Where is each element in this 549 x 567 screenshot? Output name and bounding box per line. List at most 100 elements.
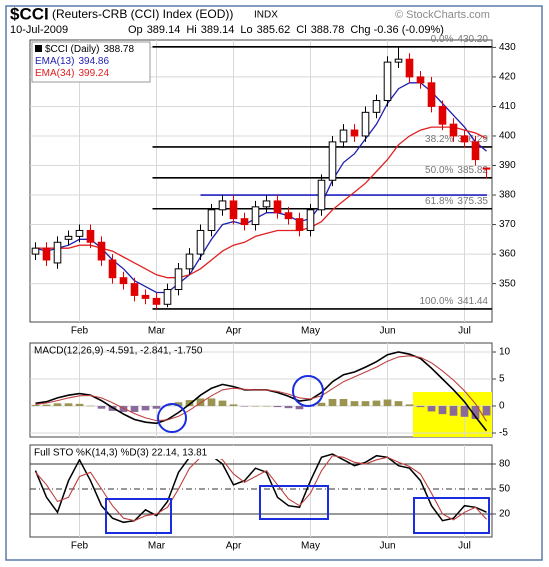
histogram-bar xyxy=(460,406,469,417)
title-bg xyxy=(31,446,263,459)
highlight-box xyxy=(259,485,329,520)
legend-name: EMA(34) xyxy=(35,68,74,79)
candle-body xyxy=(229,200,238,220)
legend-entry: EMA(34) 399.24 xyxy=(35,68,109,79)
candle-body xyxy=(339,129,348,143)
histogram-bar xyxy=(372,400,381,407)
highlight-circle xyxy=(292,375,324,407)
fib-value: 430.20 xyxy=(457,33,488,44)
fib-value: 341.44 xyxy=(457,296,488,307)
candle-body xyxy=(295,218,304,231)
candle-body xyxy=(383,61,392,102)
histogram-bar xyxy=(383,399,392,407)
histogram-bar xyxy=(449,406,458,416)
ohlc-value: 389.14 xyxy=(147,24,181,36)
candle-body xyxy=(108,259,117,279)
histogram-bar xyxy=(416,406,425,408)
y-tick-label: 420 xyxy=(499,72,516,83)
candle-body xyxy=(240,218,249,226)
x-tick-label: Feb xyxy=(71,541,89,552)
candle-body xyxy=(119,277,128,285)
histogram-bar xyxy=(251,406,260,407)
y-tick-label: 400 xyxy=(499,131,516,142)
y-tick-label: 5 xyxy=(499,374,505,385)
y-tick-label: 390 xyxy=(499,160,516,171)
fib-label: 50.0% 385.82 xyxy=(425,164,488,175)
candle-body xyxy=(405,58,414,78)
y-tick-label: 0 xyxy=(499,401,505,412)
ohlc-value: 389.14 xyxy=(201,24,235,36)
legend-value: 399.24 xyxy=(78,68,109,79)
candle-body xyxy=(471,141,480,161)
y-tick-label: 410 xyxy=(499,101,516,112)
candle-body xyxy=(284,212,293,220)
histogram-bar xyxy=(185,400,194,407)
fib-name: 38.2% xyxy=(425,134,453,145)
ohlc-label: Lo xyxy=(240,24,252,36)
candle-body xyxy=(97,241,106,261)
candle-body xyxy=(306,209,315,231)
x-tick-label: May xyxy=(301,541,320,552)
legend-value: 394.86 xyxy=(78,56,109,67)
candle-body xyxy=(75,229,84,237)
chart-subtitle: (Reuters-CRB (CCI) Index (EOD)) xyxy=(52,7,233,21)
candle-body xyxy=(163,289,172,305)
candle-body xyxy=(416,76,425,84)
legend-name: EMA(13) xyxy=(35,56,74,67)
exchange: INDX xyxy=(254,10,278,21)
histogram-bar xyxy=(174,402,183,407)
candle-body xyxy=(174,268,183,291)
candle-body xyxy=(218,200,227,211)
panel-title: MACD(12,26,9) -4.591, -2.841, -1.750 xyxy=(34,346,203,357)
panel xyxy=(29,39,493,323)
candle-body xyxy=(251,206,260,226)
histogram-bar xyxy=(328,398,337,407)
candle-body xyxy=(42,247,51,261)
histogram-bar xyxy=(152,406,161,409)
candle-body xyxy=(31,247,40,255)
ema-line xyxy=(35,82,487,294)
candle-body xyxy=(449,123,458,137)
histogram-bar xyxy=(42,404,51,407)
y-tick-label: 80 xyxy=(499,459,511,470)
candle-body xyxy=(372,100,381,113)
histogram-bar xyxy=(130,406,139,412)
fib-value: 375.35 xyxy=(457,195,488,206)
candle-body xyxy=(350,129,359,137)
y-tick-label: 370 xyxy=(499,219,516,230)
ohlc-header: Op 389.14 Hi 389.14 Lo 385.62 Cl 388.78 Chg -0.3… xyxy=(128,24,444,36)
legend: $CCI (Daily) 388.78 EMA(13) 394.86 EMA(34) 39… xyxy=(31,41,151,83)
histogram-bar xyxy=(207,398,216,407)
histogram-bar xyxy=(218,400,227,407)
histogram-bar xyxy=(86,405,95,407)
histogram-bar xyxy=(64,403,73,407)
x-tick-label: Apr xyxy=(226,541,242,552)
fib-label: 61.8% 375.35 xyxy=(425,195,488,206)
y-tick-label: 360 xyxy=(499,249,516,260)
legend-entry: EMA(13) 394.86 xyxy=(35,56,109,67)
ema-line xyxy=(35,126,487,279)
candle-body xyxy=(482,167,491,170)
candle-body xyxy=(185,253,194,270)
histogram-bar xyxy=(438,406,447,415)
candle-body xyxy=(262,200,271,208)
ohlc-label: Hi xyxy=(186,24,196,36)
candle-body xyxy=(53,241,62,264)
histogram-bar xyxy=(405,404,414,407)
ohlc-label: Op xyxy=(128,24,143,36)
highlight-box xyxy=(413,497,490,534)
legend-swatch xyxy=(35,45,42,52)
candle-body xyxy=(460,135,469,143)
y-tick-label: 20 xyxy=(499,509,511,520)
fib-name: 0.0% xyxy=(431,33,454,44)
histogram-bar xyxy=(262,406,271,407)
candle-body xyxy=(196,229,205,255)
source: © StockCharts.com xyxy=(395,9,490,21)
histogram-bar xyxy=(229,404,238,407)
y-tick-label: 430 xyxy=(499,42,516,53)
histogram-bar xyxy=(482,406,491,416)
histogram-bar xyxy=(471,406,480,419)
histogram-bar xyxy=(339,398,348,407)
